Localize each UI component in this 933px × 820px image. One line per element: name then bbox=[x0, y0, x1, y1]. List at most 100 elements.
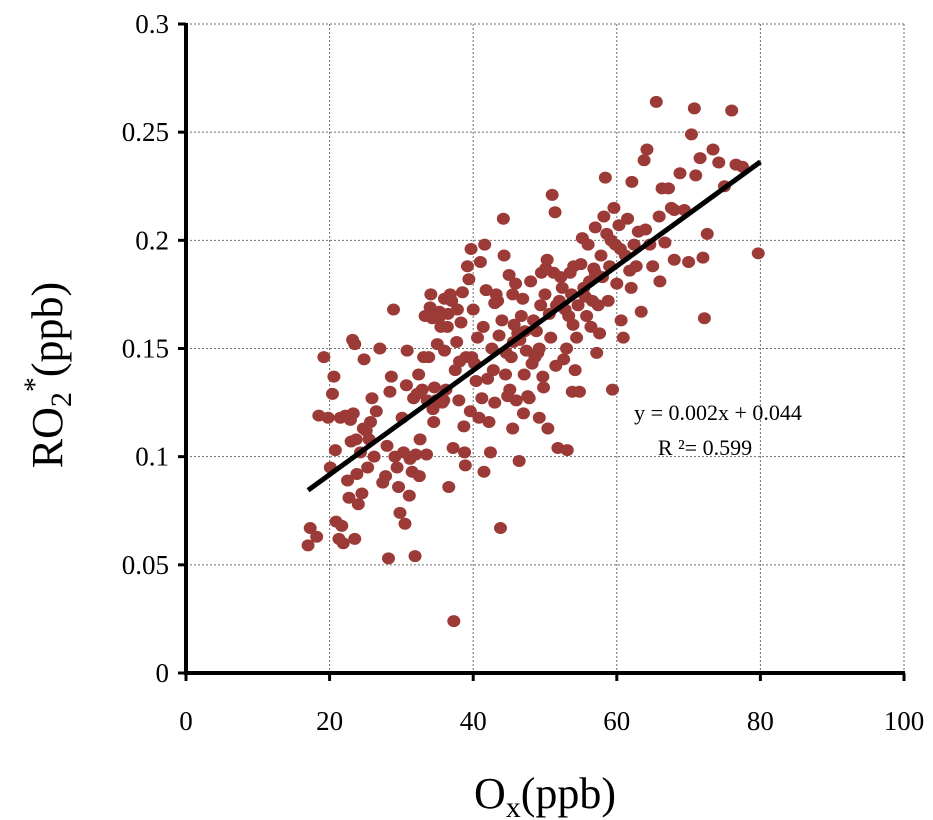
data-point bbox=[706, 143, 720, 156]
data-point bbox=[624, 281, 638, 294]
data-point bbox=[409, 448, 423, 461]
x-tick-label: 100 bbox=[884, 706, 925, 736]
data-point bbox=[639, 223, 653, 236]
data-point bbox=[400, 344, 414, 357]
data-point bbox=[625, 175, 639, 188]
data-point bbox=[590, 346, 604, 359]
data-point bbox=[488, 396, 502, 409]
data-point bbox=[549, 359, 563, 372]
data-point bbox=[488, 297, 502, 310]
data-point bbox=[361, 461, 375, 474]
data-point bbox=[597, 210, 611, 223]
data-point bbox=[452, 394, 466, 407]
y-axis-title-main: RO bbox=[23, 407, 72, 468]
data-point bbox=[652, 210, 666, 223]
data-point bbox=[469, 374, 483, 387]
data-point bbox=[544, 331, 558, 344]
data-point bbox=[462, 273, 476, 286]
data-point bbox=[398, 517, 412, 530]
data-point bbox=[413, 433, 427, 446]
data-point bbox=[349, 433, 363, 446]
data-point bbox=[450, 336, 464, 349]
data-point bbox=[601, 294, 615, 307]
data-point bbox=[613, 242, 627, 255]
data-point bbox=[605, 383, 619, 396]
data-point bbox=[342, 491, 356, 504]
data-point bbox=[598, 171, 612, 184]
data-point bbox=[473, 255, 487, 268]
data-point bbox=[301, 539, 315, 552]
data-point bbox=[446, 442, 460, 455]
data-point bbox=[538, 288, 552, 301]
grid-lines bbox=[186, 23, 905, 673]
data-point bbox=[725, 104, 739, 117]
data-point bbox=[458, 446, 472, 459]
data-point bbox=[492, 329, 506, 342]
data-point bbox=[483, 446, 497, 459]
data-point bbox=[661, 182, 675, 195]
y-tick-label: 0.3 bbox=[135, 9, 169, 39]
data-point bbox=[369, 405, 383, 418]
y-tick-label: 0 bbox=[156, 658, 170, 688]
data-point bbox=[548, 206, 562, 219]
data-point bbox=[584, 320, 598, 333]
data-point bbox=[390, 461, 404, 474]
data-point bbox=[310, 530, 324, 543]
data-point bbox=[536, 370, 550, 383]
y-axis-title-unit: (ppb) bbox=[23, 282, 72, 377]
data-point bbox=[566, 318, 580, 331]
data-point bbox=[497, 249, 511, 262]
data-point bbox=[481, 372, 495, 385]
data-point bbox=[610, 277, 624, 290]
data-point bbox=[667, 204, 681, 217]
x-tick-label: 20 bbox=[316, 706, 343, 736]
data-point bbox=[373, 342, 387, 355]
data-point bbox=[367, 450, 381, 463]
data-point bbox=[402, 489, 416, 502]
data-point bbox=[580, 310, 594, 323]
data-point bbox=[454, 316, 468, 329]
data-point bbox=[381, 552, 395, 565]
data-point bbox=[499, 368, 513, 381]
y-axis-title-subscript: 2 bbox=[45, 392, 78, 407]
data-point bbox=[541, 422, 555, 435]
data-point bbox=[565, 385, 579, 398]
data-point bbox=[751, 247, 765, 260]
tick-labels: 0 0.05 0.1 0.15 0.2 0.25 0.3 0 20 40 60 80 100 bbox=[122, 9, 925, 736]
data-point bbox=[384, 370, 398, 383]
data-point bbox=[689, 169, 703, 182]
data-point bbox=[317, 351, 331, 364]
data-point bbox=[621, 212, 635, 225]
data-point bbox=[667, 253, 681, 266]
data-point bbox=[588, 266, 602, 279]
data-point bbox=[571, 299, 585, 312]
x-tick-label: 0 bbox=[179, 706, 193, 736]
x-tick-label: 60 bbox=[603, 706, 630, 736]
data-point bbox=[524, 275, 538, 288]
data-point bbox=[471, 331, 485, 344]
data-point bbox=[321, 411, 335, 424]
data-point bbox=[545, 188, 559, 201]
data-point bbox=[502, 268, 516, 281]
x-axis-title: Ox(ppb) bbox=[474, 769, 616, 820]
data-point bbox=[379, 470, 393, 483]
data-point bbox=[437, 344, 451, 357]
data-point bbox=[640, 143, 654, 156]
data-point bbox=[412, 368, 426, 381]
data-point bbox=[341, 474, 355, 487]
data-point bbox=[380, 439, 394, 452]
data-point bbox=[408, 550, 422, 563]
data-point bbox=[477, 465, 491, 478]
data-point bbox=[514, 310, 528, 323]
data-point bbox=[687, 102, 701, 115]
data-point bbox=[415, 383, 429, 396]
data-point bbox=[700, 227, 714, 240]
data-point bbox=[581, 238, 595, 251]
x-axis-title-unit: (ppb) bbox=[521, 769, 616, 818]
data-point bbox=[387, 303, 401, 316]
y-tick-label: 0.1 bbox=[135, 442, 169, 472]
x-axis-title-subscript: x bbox=[506, 791, 521, 820]
data-point bbox=[696, 251, 710, 264]
data-point bbox=[442, 480, 456, 493]
data-point bbox=[427, 416, 441, 429]
